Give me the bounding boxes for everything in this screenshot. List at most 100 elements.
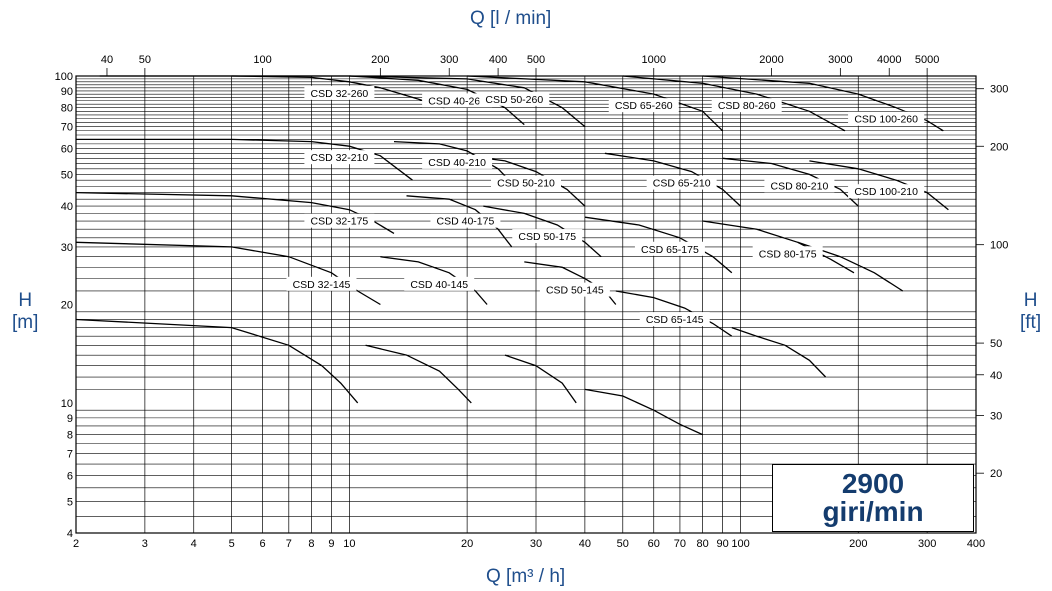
performance-curve bbox=[731, 326, 827, 378]
curve-label-bg bbox=[608, 98, 679, 113]
x2-tick-label: 400 bbox=[489, 54, 507, 66]
curve-label: CSD 50-260 bbox=[485, 94, 543, 106]
curve-label-bg bbox=[430, 213, 501, 228]
performance-curve bbox=[615, 290, 733, 337]
y2-tick-label: 100 bbox=[990, 240, 1008, 252]
x-tick-label: 20 bbox=[461, 538, 473, 550]
y-tick-label: 60 bbox=[61, 144, 73, 156]
y-tick-label: 20 bbox=[61, 300, 73, 312]
ticks: 2 3 4 5 6 7 8 9 10 20 30 40 50 60 70 80 90 100 200 300 40040… bbox=[55, 54, 1009, 550]
x2-tick-label: 200 bbox=[371, 54, 389, 66]
y2-tick-label: 50 bbox=[990, 338, 1002, 350]
curve-label: CSD 32-260 bbox=[310, 88, 368, 100]
x-tick-label: 8 bbox=[308, 538, 314, 550]
curve-label: CSD 50-175 bbox=[518, 231, 576, 243]
performance-curve bbox=[75, 241, 381, 306]
x2-tick-label: 2000 bbox=[759, 54, 783, 66]
curve-label-bg bbox=[634, 241, 705, 256]
performance-curve bbox=[584, 216, 733, 274]
curve-label-bg bbox=[848, 111, 925, 126]
performance-curve bbox=[75, 191, 395, 234]
curve-label-bg bbox=[639, 312, 710, 327]
y-tick-label: 4 bbox=[67, 528, 73, 540]
curve-label-bg bbox=[752, 246, 823, 261]
performance-curve bbox=[604, 152, 741, 207]
y2-tick-label: 40 bbox=[990, 370, 1002, 382]
curve-labels: CSD 32-260 CSD 32-210 CSD 32-175 CSD 32-145… bbox=[286, 85, 925, 327]
y-tick-label: 70 bbox=[61, 122, 73, 134]
x-tick-label: 10 bbox=[343, 538, 355, 550]
y-tick-label: 80 bbox=[61, 103, 73, 115]
performance-curve bbox=[76, 138, 413, 181]
x2-tick-label: 4000 bbox=[877, 54, 901, 66]
curve-label: CSD 50-145 bbox=[546, 285, 604, 297]
x-axis-title: Q [m³ / h] bbox=[486, 566, 566, 587]
y-tick-label: 7 bbox=[67, 449, 73, 461]
x2-tick-label: 3000 bbox=[828, 54, 852, 66]
y-tick-label: 8 bbox=[67, 430, 73, 442]
y-tick-label: 90 bbox=[61, 86, 73, 98]
performance-curve bbox=[467, 155, 586, 207]
curve-label-bg bbox=[286, 276, 357, 291]
y2-tick-label: 30 bbox=[990, 411, 1002, 423]
curve-label-bg bbox=[304, 213, 375, 228]
x-tick-label: 100 bbox=[731, 538, 749, 550]
curve-label: CSD 65-175 bbox=[641, 244, 699, 256]
performance-curve bbox=[722, 157, 859, 207]
y2-tick-label: 20 bbox=[990, 468, 1002, 480]
x-tick-label: 90 bbox=[716, 538, 728, 550]
curve-label-bg bbox=[304, 85, 375, 100]
y-tick-label: 40 bbox=[61, 201, 73, 213]
y-axis-title: H [m] bbox=[12, 290, 38, 334]
performance-curve bbox=[365, 344, 472, 404]
performance-curve bbox=[483, 205, 602, 258]
curve-label: CSD 80-260 bbox=[718, 100, 776, 112]
x-tick-label: 200 bbox=[849, 538, 867, 550]
performance-curve bbox=[504, 354, 577, 404]
y-tick-label: 30 bbox=[61, 242, 73, 254]
curve-label-bg bbox=[422, 154, 493, 169]
curve-label-bg bbox=[646, 175, 717, 190]
speed-unit: giri/min bbox=[822, 496, 924, 527]
y2-tick-label: 200 bbox=[990, 141, 1008, 153]
curve-label-bg bbox=[422, 93, 493, 108]
performance-curve bbox=[702, 75, 944, 132]
y2-tick-label: 300 bbox=[990, 84, 1008, 96]
curve-label: CSD 32-175 bbox=[310, 216, 368, 228]
performance-curve bbox=[809, 160, 949, 211]
y2-axis-title: H [ft] bbox=[1020, 290, 1041, 334]
curve-label-bg bbox=[512, 229, 583, 244]
x-tick-label: 400 bbox=[967, 538, 985, 550]
x-tick-label: 3 bbox=[142, 538, 148, 550]
curve-label: CSD 100-210 bbox=[854, 186, 918, 198]
x-tick-label: 40 bbox=[579, 538, 591, 550]
plot-frame bbox=[75, 75, 977, 534]
x2-tick-label: 1000 bbox=[642, 54, 666, 66]
y-tick-label: 9 bbox=[67, 413, 73, 425]
curve-label: CSD 80-175 bbox=[759, 248, 817, 260]
performance-curve bbox=[380, 256, 488, 305]
x-tick-label: 4 bbox=[191, 538, 197, 550]
performance-curve bbox=[622, 75, 846, 132]
x-tick-label: 9 bbox=[328, 538, 334, 550]
curve-label: CSD 32-210 bbox=[310, 152, 368, 164]
performance-curve bbox=[75, 318, 359, 404]
x-tick-label: 7 bbox=[286, 538, 292, 550]
x-tick-label: 5 bbox=[229, 538, 235, 550]
curve-label: CSD 65-145 bbox=[646, 314, 704, 326]
curve-label-bg bbox=[539, 282, 610, 297]
x-tick-label: 30 bbox=[530, 538, 542, 550]
speed-value: 2900 bbox=[841, 468, 905, 499]
x2-axis-title: Q [l / min] bbox=[470, 8, 552, 29]
y-axis-title-text: H [m] bbox=[12, 290, 39, 333]
curve-label: CSD 40-210 bbox=[428, 157, 486, 169]
curve-label: CSD 100-260 bbox=[854, 114, 918, 126]
x-tick-label: 60 bbox=[648, 538, 660, 550]
performance-curve bbox=[231, 75, 525, 126]
x2-tick-label: 100 bbox=[253, 54, 271, 66]
curve-label-bg bbox=[848, 184, 925, 199]
y2-axis-title-text: H [ft] bbox=[1020, 290, 1042, 333]
curves bbox=[75, 75, 949, 436]
performance-curve bbox=[349, 75, 586, 128]
